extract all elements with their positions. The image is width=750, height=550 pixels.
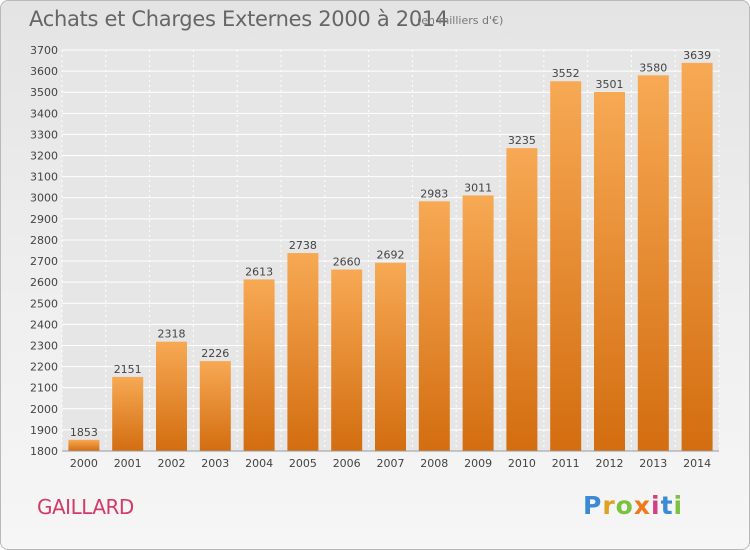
bar	[681, 62, 713, 452]
y-tick-label: 3700	[30, 44, 58, 57]
bar	[418, 201, 450, 451]
place-name: GAILLARD	[37, 495, 134, 519]
data-label: 2613	[245, 265, 273, 278]
y-tick-label: 2400	[30, 318, 58, 331]
y-tick-label: 2800	[30, 234, 58, 247]
logo-letter: x	[633, 491, 651, 520]
bar	[199, 361, 231, 451]
y-tick-label: 2100	[30, 382, 58, 395]
bar	[637, 75, 669, 451]
chart-title: Achats et Charges Externes 2000 à 2014	[29, 7, 449, 31]
data-label: 2738	[289, 239, 317, 252]
logo-letter: i	[673, 491, 684, 520]
data-label: 2692	[377, 249, 405, 262]
y-tick-label: 2700	[30, 255, 58, 268]
bar	[287, 253, 319, 451]
x-tick-label: 2000	[70, 457, 98, 470]
y-tick-label: 1900	[30, 424, 58, 437]
data-label: 3501	[596, 78, 624, 91]
y-tick-label: 3100	[30, 171, 58, 184]
x-axis: 2000 2001 2002 2003 2004 2005 2006 2007 2008 2009…	[62, 450, 719, 470]
bar	[594, 91, 625, 451]
chart-unit: (en milliers d'€)	[417, 14, 504, 27]
logo-letter: P	[583, 491, 603, 520]
logo-letter: i	[651, 491, 661, 520]
bar	[331, 269, 363, 451]
data-label: 2660	[333, 255, 361, 268]
data-labels: 1853 2151 2318 2226 2613 2738 2660 2692 2983 3011…	[70, 49, 711, 439]
x-tick-label: 2006	[333, 457, 361, 470]
data-label: 2983	[420, 187, 448, 200]
data-label: 2151	[114, 363, 142, 376]
data-label: 2318	[158, 328, 186, 341]
y-axis: 1800 1900 2000 2100 2200 2300 2400 2500 2600 2700…	[30, 44, 58, 458]
logo-letter: o	[615, 491, 634, 520]
y-tick-label: 3600	[30, 65, 58, 78]
data-label: 3235	[508, 134, 536, 147]
data-label: 2226	[201, 347, 229, 360]
y-tick-label: 2000	[30, 403, 58, 416]
x-tick-label: 2009	[464, 457, 492, 470]
logo-letter: r	[602, 491, 616, 520]
y-tick-label: 1800	[30, 445, 58, 458]
x-tick-label: 2007	[377, 457, 405, 470]
x-tick-label: 2004	[245, 457, 273, 470]
bar	[550, 81, 582, 452]
proxiti-logo: Proxiti	[583, 491, 683, 520]
bar	[462, 195, 494, 451]
x-tick-label: 2011	[552, 457, 580, 470]
data-label: 1853	[70, 426, 98, 439]
data-label: 3580	[639, 61, 667, 74]
bar	[243, 279, 275, 451]
y-tick-label: 2900	[30, 213, 58, 226]
x-tick-label: 2013	[639, 457, 667, 470]
y-tick-label: 3300	[30, 128, 58, 141]
y-tick-label: 3400	[30, 107, 58, 120]
x-tick-label: 2003	[201, 457, 229, 470]
y-tick-label: 2300	[30, 339, 58, 352]
bar	[68, 439, 100, 451]
y-tick-label: 3200	[30, 150, 58, 163]
y-tick-label: 2500	[30, 297, 58, 310]
data-label: 3011	[464, 181, 492, 194]
y-tick-label: 3000	[30, 192, 58, 205]
x-tick-label: 2008	[420, 457, 448, 470]
y-tick-label: 2600	[30, 276, 58, 289]
data-label: 3639	[683, 49, 711, 62]
x-tick-label: 2002	[158, 457, 186, 470]
y-tick-label: 2200	[30, 361, 58, 374]
y-tick-label: 3500	[30, 86, 58, 99]
bar-series	[68, 62, 713, 452]
bar	[112, 376, 144, 451]
x-tick-label: 2012	[596, 457, 624, 470]
data-label: 3552	[552, 67, 580, 80]
x-tick-label: 2014	[683, 457, 711, 470]
x-tick-label: 2001	[114, 457, 142, 470]
bar	[156, 341, 187, 451]
x-tick-label: 2010	[508, 457, 536, 470]
logo-letter: t	[660, 491, 674, 520]
x-tick-label: 2005	[289, 457, 317, 470]
bar	[375, 262, 406, 451]
bar	[506, 148, 538, 452]
